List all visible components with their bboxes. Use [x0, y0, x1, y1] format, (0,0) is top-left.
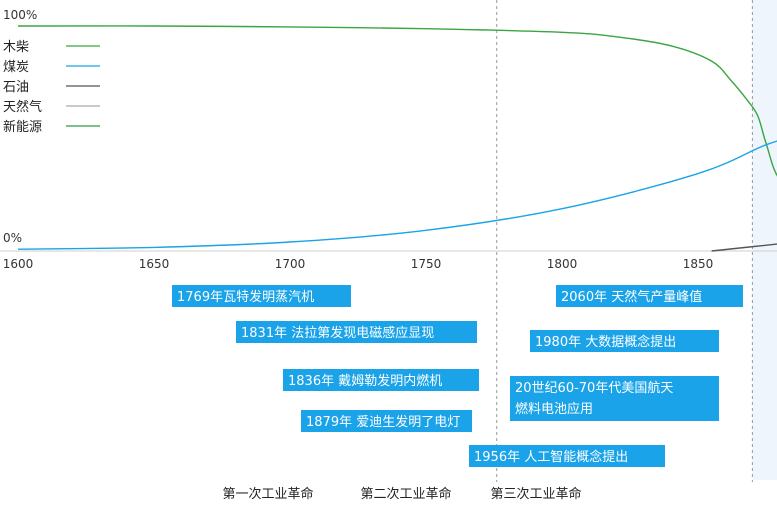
event-box	[469, 445, 665, 467]
y-label-0: 0%	[3, 231, 22, 245]
event-callout-4: 1879年 爱迪生发明了电灯	[301, 410, 472, 432]
event-text: 1980年 大数据概念提出	[535, 334, 676, 350]
legend-label-4: 天然气	[3, 99, 42, 115]
highlight-band	[752, 0, 777, 480]
event-box	[510, 376, 719, 421]
event-text: 燃料电池应用	[515, 401, 593, 417]
event-callout-5: 1956年 人工智能概念提出	[469, 445, 665, 467]
event-callout-1: 1769年瓦特发明蒸汽机	[172, 285, 351, 307]
event-callout-6: 2060年 天然气产量峰值	[556, 285, 743, 307]
event-box	[556, 285, 743, 307]
x-tick-label: 1700	[275, 257, 306, 271]
series-line-1	[17, 25, 777, 177]
x-tick-label: 1750	[411, 257, 442, 271]
event-text: 20世纪60-70年代美国航天	[515, 380, 673, 396]
event-box	[236, 321, 477, 343]
event-box	[172, 285, 351, 307]
event-text: 1769年瓦特发明蒸汽机	[177, 289, 314, 305]
legend-label-5: 新能源	[3, 119, 42, 135]
event-callout-2: 1831年 法拉第发现电磁感应显现	[236, 321, 477, 343]
legend-label-2: 煤炭	[3, 60, 29, 75]
event-callout-7: 1980年 大数据概念提出	[530, 330, 719, 352]
event-box	[301, 410, 472, 432]
x-tick-label: 1800	[547, 257, 578, 271]
event-text: 2060年 天然气产量峰值	[561, 289, 702, 305]
event-box	[283, 369, 479, 391]
y-label-100: 100%	[3, 8, 37, 22]
x-tick-label: 1600	[3, 257, 34, 271]
event-callout-3: 1836年 戴姆勒发明内燃机	[283, 369, 479, 391]
legend-label-3: 石油	[3, 80, 29, 95]
x-tick-label: 1850	[683, 257, 714, 271]
era-label-3: 第三次工业革命	[490, 486, 581, 502]
event-text: 1956年 人工智能概念提出	[474, 449, 628, 465]
era-label-1: 第一次工业革命	[222, 486, 313, 502]
legend-label-1: 木柴	[3, 40, 29, 55]
event-text: 1879年 爱迪生发明了电灯	[306, 414, 460, 430]
event-text: 1831年 法拉第发现电磁感应显现	[241, 325, 434, 341]
era-label-2: 第二次工业革命	[360, 486, 451, 502]
x-tick-label: 1650	[139, 257, 170, 271]
series-line-2	[17, 140, 777, 250]
event-text: 1836年 戴姆勒发明内燃机	[288, 373, 442, 389]
event-box	[530, 330, 719, 352]
